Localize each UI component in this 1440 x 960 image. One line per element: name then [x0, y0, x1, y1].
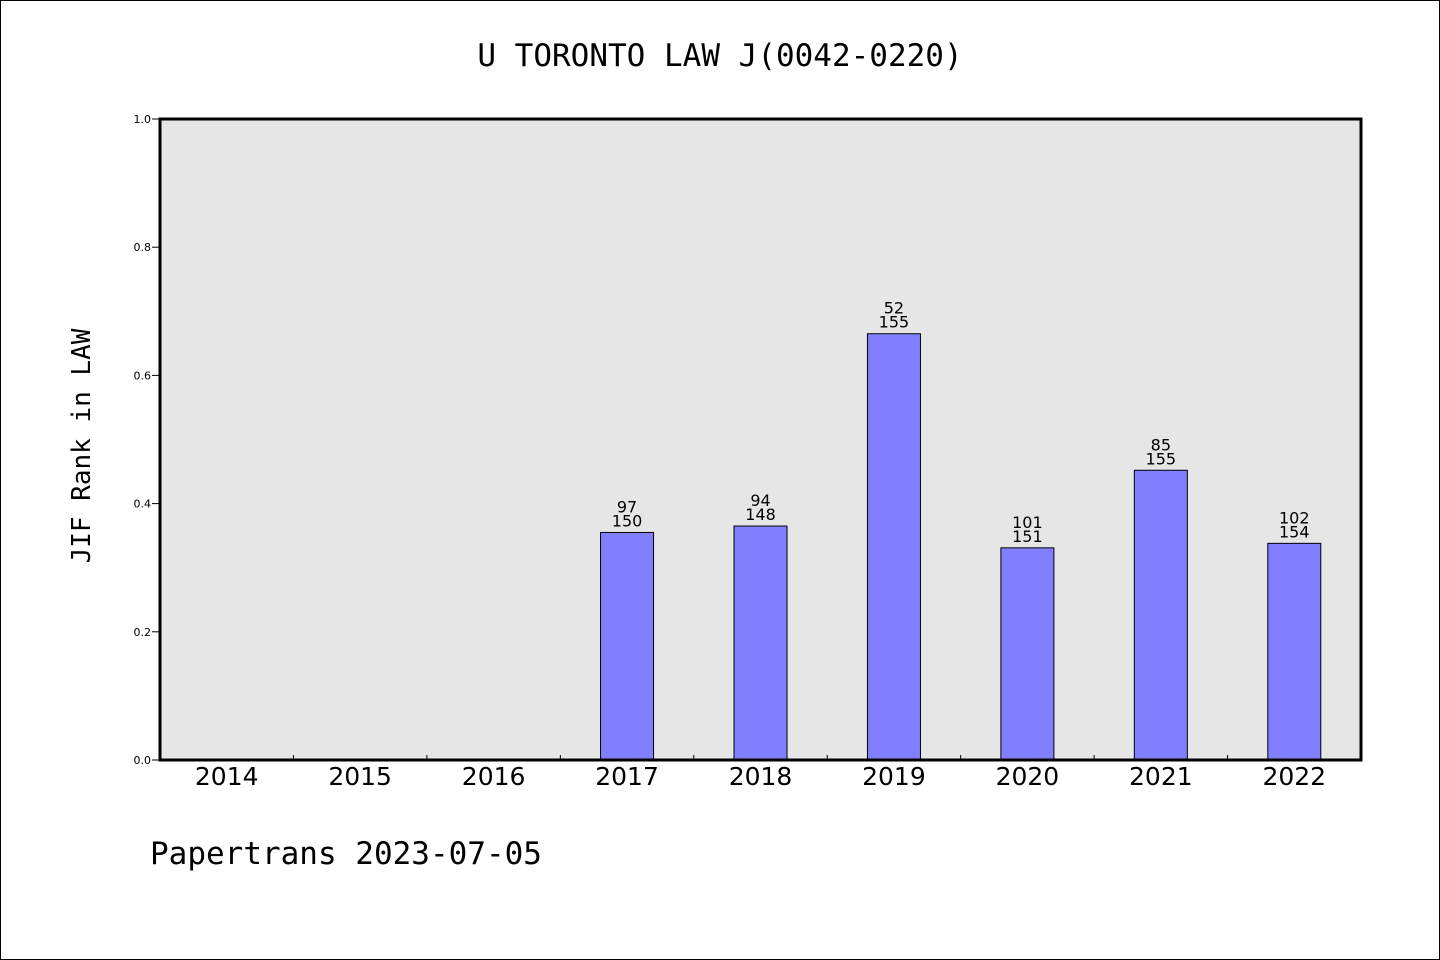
x-tick-label: 2018	[729, 762, 793, 791]
bar-2020	[1000, 547, 1055, 761]
x-tick-label: 2017	[595, 762, 659, 791]
bar-2018	[733, 525, 788, 761]
bars	[600, 333, 1322, 761]
y-tick-label: 0.2	[134, 626, 152, 639]
x-tick-label: 2019	[862, 762, 926, 791]
y-tick-label: 0.8	[134, 241, 152, 254]
chart-title: U TORONTO LAW J(0042-0220)	[477, 38, 962, 74]
bar-rank-label: 85	[1151, 435, 1171, 454]
y-axis: 0.0 0.2 0.4 0.6 0.8 1.0	[134, 113, 160, 767]
x-tick-label: 2014	[195, 762, 259, 791]
bar-2022	[1267, 542, 1322, 761]
bar-total-label: 150	[612, 511, 643, 530]
bar-total-label: 155	[1146, 449, 1177, 468]
plot-border	[158, 117, 1363, 762]
bar-2019	[866, 333, 921, 761]
y-tick-label: 0.6	[134, 369, 152, 382]
bar-rank-label: 102	[1279, 508, 1310, 527]
bar-rank-label: 97	[617, 497, 637, 516]
x-tick-label: 2016	[462, 762, 526, 791]
bar-total-label: 155	[879, 313, 910, 332]
x-tick-label: 2020	[996, 762, 1060, 791]
x-axis: 2014 2015 2016 2017 2018 2019 2020 2021 2022	[195, 755, 1326, 791]
x-tick-label: 2022	[1262, 762, 1326, 791]
bar-rank-label: 101	[1012, 513, 1043, 532]
y-tick-label: 0.0	[134, 754, 152, 767]
bar-2017	[600, 531, 655, 761]
bar-2021	[1133, 469, 1188, 761]
y-axis-label: JIF Rank in LAW	[67, 328, 97, 563]
bar-rank-label: 94	[750, 491, 770, 510]
bar-rank-label: 52	[884, 299, 904, 318]
footer-text: Papertrans 2023-07-05	[150, 836, 542, 872]
y-tick-label: 0.4	[134, 498, 152, 511]
x-tick-label: 2021	[1129, 762, 1193, 791]
bar-total-label: 151	[1012, 527, 1043, 546]
bar-total-label: 148	[745, 505, 776, 524]
bar-total-label: 154	[1279, 522, 1310, 541]
x-tick-label: 2015	[328, 762, 392, 791]
y-tick-label: 1.0	[134, 113, 152, 126]
